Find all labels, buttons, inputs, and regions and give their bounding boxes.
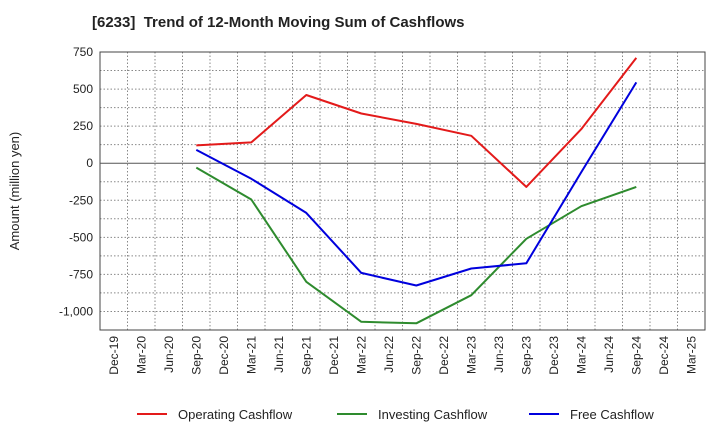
x-tick-label: Dec-21 xyxy=(327,336,341,375)
x-tick-label: Jun-23 xyxy=(492,336,506,373)
x-tick-label: Dec-19 xyxy=(107,336,121,375)
x-tick-label: Mar-22 xyxy=(354,336,368,374)
y-tick-label: -750 xyxy=(69,267,93,281)
plot-area-frame xyxy=(99,51,706,331)
y-tick-label: 750 xyxy=(73,45,93,59)
x-tick-label: Mar-21 xyxy=(244,336,258,374)
y-tick-label: -250 xyxy=(69,193,93,207)
x-tick-label: Dec-22 xyxy=(437,336,451,375)
series-lines xyxy=(195,57,638,325)
x-tick-label: Sep-22 xyxy=(409,336,423,375)
legend-label: Free Cashflow xyxy=(570,407,654,422)
legend-label: Investing Cashflow xyxy=(378,407,488,422)
x-tick-label: Jun-20 xyxy=(162,336,176,373)
x-tick-labels: Dec-19 Mar-20 Jun-20 Sep-20 Dec-20 Mar-21 Jun-… xyxy=(107,336,699,375)
grid-lines xyxy=(100,52,705,330)
x-tick-label: Mar-24 xyxy=(574,336,588,374)
legend-label: Operating Cashflow xyxy=(178,407,293,422)
x-tick-label: Sep-23 xyxy=(519,336,533,375)
x-tick-label: Sep-24 xyxy=(629,336,643,375)
y-tick-label: -500 xyxy=(69,230,93,244)
x-tick-label: Jun-21 xyxy=(272,336,286,373)
y-tick-labels: 750 500 250 0 -250 -500 -750 -1,000 xyxy=(59,45,93,318)
series-line-1 xyxy=(196,57,638,188)
x-tick-label: Sep-20 xyxy=(189,336,203,375)
x-tick-label: Jun-24 xyxy=(602,336,616,373)
legend: Operating Cashflow Investing Cashflow Free… xyxy=(137,407,654,422)
x-tick-label: Dec-24 xyxy=(657,336,671,375)
x-tick-label: Mar-25 xyxy=(684,336,698,374)
y-axis-title: Amount (million yen) xyxy=(7,132,22,251)
series-line-2 xyxy=(195,166,637,325)
series-line-3 xyxy=(195,81,638,287)
x-tick-label: Jun-22 xyxy=(382,336,396,373)
x-tick-label: Mar-20 xyxy=(134,336,148,374)
x-tick-label: Dec-20 xyxy=(217,336,231,375)
x-tick-label: Mar-23 xyxy=(464,336,478,374)
y-tick-label: 0 xyxy=(86,156,93,170)
y-tick-label: 250 xyxy=(73,119,93,133)
x-tick-label: Sep-21 xyxy=(299,336,313,375)
y-tick-label: 500 xyxy=(73,82,93,96)
x-tick-label: Dec-23 xyxy=(547,336,561,375)
chart-title: [6233] Trend of 12-Month Moving Sum of C… xyxy=(92,14,465,31)
y-tick-label: -1,000 xyxy=(59,304,93,318)
